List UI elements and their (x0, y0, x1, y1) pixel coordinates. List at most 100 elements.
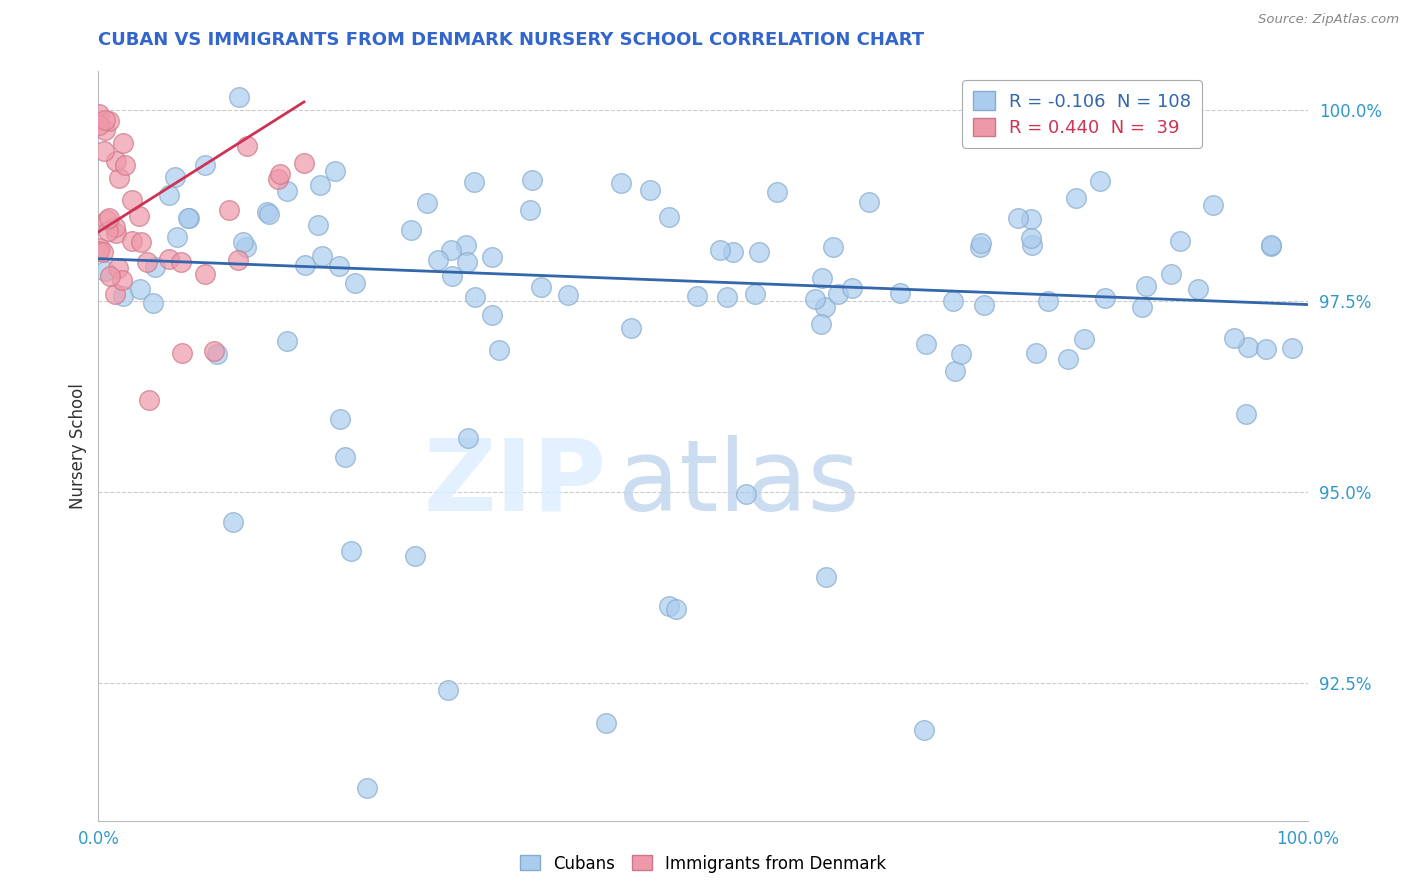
Point (1223, 331, 1246, 345)
Point (1057, 351, 1080, 366)
Point (114, 158, 136, 172)
Point (104, 226, 127, 240)
Point (311, 249, 333, 263)
Point (969, 240, 991, 254)
Point (128, 209, 150, 223)
Point (256, 205, 278, 219)
Point (463, 175, 485, 189)
Point (464, 290, 486, 304)
Point (356, 781, 378, 796)
Point (969, 235, 991, 250)
Point (325, 164, 347, 178)
Point (744, 287, 766, 301)
Point (1025, 346, 1047, 360)
Point (218, 202, 240, 217)
Point (686, 289, 709, 303)
Point (456, 238, 478, 252)
Point (841, 281, 863, 295)
Point (329, 411, 352, 425)
Point (658, 210, 681, 224)
Point (858, 194, 880, 209)
Point (307, 218, 329, 232)
Point (94, 122, 117, 136)
Point (142, 296, 165, 310)
Point (166, 230, 188, 244)
Point (232, 235, 254, 249)
Point (1260, 237, 1282, 252)
Point (440, 269, 463, 284)
Point (1007, 211, 1029, 225)
Point (1094, 292, 1116, 306)
Point (276, 184, 298, 198)
Point (827, 287, 849, 301)
Point (1187, 282, 1209, 296)
Point (194, 158, 217, 172)
Point (914, 337, 936, 351)
Point (136, 255, 159, 269)
Point (98, 268, 121, 283)
Point (228, 90, 250, 104)
Point (1021, 237, 1043, 252)
Point (169, 254, 191, 268)
Point (814, 301, 837, 315)
Point (138, 392, 160, 407)
Point (1281, 342, 1303, 356)
Point (121, 193, 143, 207)
Point (235, 239, 257, 253)
Text: Source: ZipAtlas.com: Source: ZipAtlas.com (1258, 13, 1399, 27)
Point (401, 223, 423, 237)
Point (404, 549, 426, 564)
Point (276, 334, 298, 348)
Point (335, 450, 357, 464)
Point (129, 235, 152, 249)
Point (1130, 300, 1153, 314)
Point (1135, 278, 1157, 293)
Point (1237, 340, 1260, 354)
Point (520, 173, 543, 187)
Point (328, 259, 350, 273)
Point (194, 267, 217, 281)
Point (105, 154, 128, 169)
Point (170, 346, 193, 360)
Point (235, 138, 257, 153)
Text: CUBAN VS IMMIGRANTS FROM DENMARK NURSERY SCHOOL CORRELATION CHART: CUBAN VS IMMIGRANTS FROM DENMARK NURSERY… (98, 31, 925, 49)
Point (93, 112, 115, 127)
Point (821, 240, 844, 254)
Point (766, 185, 789, 199)
Point (973, 298, 995, 312)
Point (457, 431, 479, 445)
Y-axis label: Nursery School: Nursery School (69, 383, 87, 509)
Point (205, 347, 228, 361)
Legend: Cubans, Immigrants from Denmark: Cubans, Immigrants from Denmark (513, 848, 893, 880)
Point (815, 570, 838, 584)
Point (481, 308, 503, 322)
Point (129, 282, 152, 296)
Point (803, 292, 825, 306)
Point (177, 211, 200, 226)
Point (157, 187, 180, 202)
Point (143, 260, 166, 274)
Point (94, 264, 117, 278)
Point (943, 364, 966, 378)
Legend: R = -0.106  N = 108, R = 0.440  N =  39: R = -0.106 N = 108, R = 0.440 N = 39 (962, 80, 1202, 148)
Point (427, 252, 450, 267)
Point (488, 343, 510, 358)
Point (811, 271, 834, 285)
Point (121, 234, 143, 248)
Point (87, 244, 110, 258)
Point (1036, 294, 1059, 309)
Point (721, 245, 744, 260)
Point (267, 172, 290, 186)
Point (111, 273, 134, 287)
Point (269, 168, 291, 182)
Point (658, 599, 681, 613)
Point (96, 213, 118, 227)
Point (1064, 191, 1087, 205)
Point (437, 683, 460, 698)
Point (519, 203, 541, 218)
Point (1202, 198, 1225, 212)
Point (98, 114, 121, 128)
Point (204, 344, 226, 359)
Point (748, 244, 770, 259)
Point (221, 515, 243, 529)
